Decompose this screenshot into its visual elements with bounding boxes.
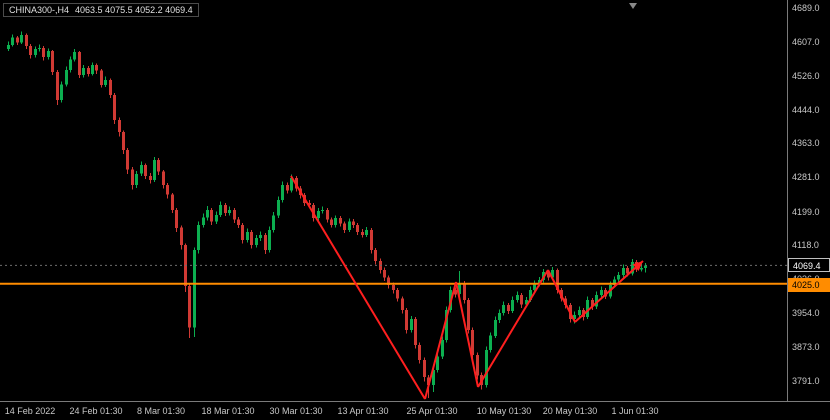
time-axis-label: 25 Apr 01:30 (406, 406, 458, 416)
time-axis-label: 13 Apr 01:30 (337, 406, 389, 416)
price-axis-label: 4281.0 (792, 172, 820, 182)
trendline-object[interactable] (455, 281, 479, 388)
trendline-object[interactable] (477, 269, 549, 388)
price-axis-label: 4607.0 (792, 37, 820, 47)
time-axis-label: 24 Feb 01:30 (69, 406, 123, 416)
time-axis[interactable]: 14 Feb 2022 24 Feb 01:30 8 Mar 01:30 18 Mar… (0, 401, 830, 420)
price-axis-label: 3791.0 (792, 376, 820, 386)
trendline-object[interactable] (574, 260, 644, 323)
chart-shift-marker (629, 3, 637, 9)
bid-price-tag: 4069.4 (788, 258, 830, 272)
time-axis-label: 30 Mar 01:30 (269, 406, 323, 416)
price-axis-label: 4199.0 (792, 207, 820, 217)
trendline-arrowhead (632, 261, 643, 272)
trendline-object[interactable] (290, 175, 426, 400)
price-axis-label: 4444.0 (792, 105, 820, 115)
price-axis-label: 4363.0 (792, 138, 820, 148)
hline-price-tag: 4025.0 (788, 278, 830, 292)
trendline-object[interactable] (424, 281, 457, 400)
price-axis-label: 3873.0 (792, 342, 820, 352)
price-axis[interactable]: 4689.0 4607.0 4526.0 4444.0 4363.0 4281.0 4199… (787, 0, 830, 401)
candles-layer (7, 31, 647, 399)
price-axis-label: 3954.0 (792, 308, 820, 318)
trendline-object[interactable] (547, 269, 576, 323)
chart-title: CHINA300-,H4 4063.5 4075.5 4052.2 4069.4 (3, 3, 199, 17)
time-axis-label: 8 Mar 01:30 (136, 406, 186, 416)
time-axis-label: 10 May 01:30 (476, 406, 532, 416)
ohlc-values-label: 4063.5 4075.5 4052.2 4069.4 (75, 5, 193, 15)
time-axis-label: 1 Jun 01:30 (611, 406, 659, 416)
symbol-period-label: CHINA300-,H4 (9, 5, 70, 15)
price-axis-label: 4526.0 (792, 71, 820, 81)
price-axis-label: 4689.0 (792, 3, 820, 13)
time-axis-label: 18 Mar 01:30 (201, 406, 255, 416)
bid-price-value: 4069.4 (793, 261, 821, 271)
chart-canvas[interactable] (0, 0, 787, 401)
hline-price-value: 4025.0 (792, 280, 820, 290)
time-axis-label: 20 May 01:30 (542, 406, 598, 416)
time-axis-label: 14 Feb 2022 (4, 406, 56, 416)
price-axis-label: 4118.0 (792, 240, 819, 250)
